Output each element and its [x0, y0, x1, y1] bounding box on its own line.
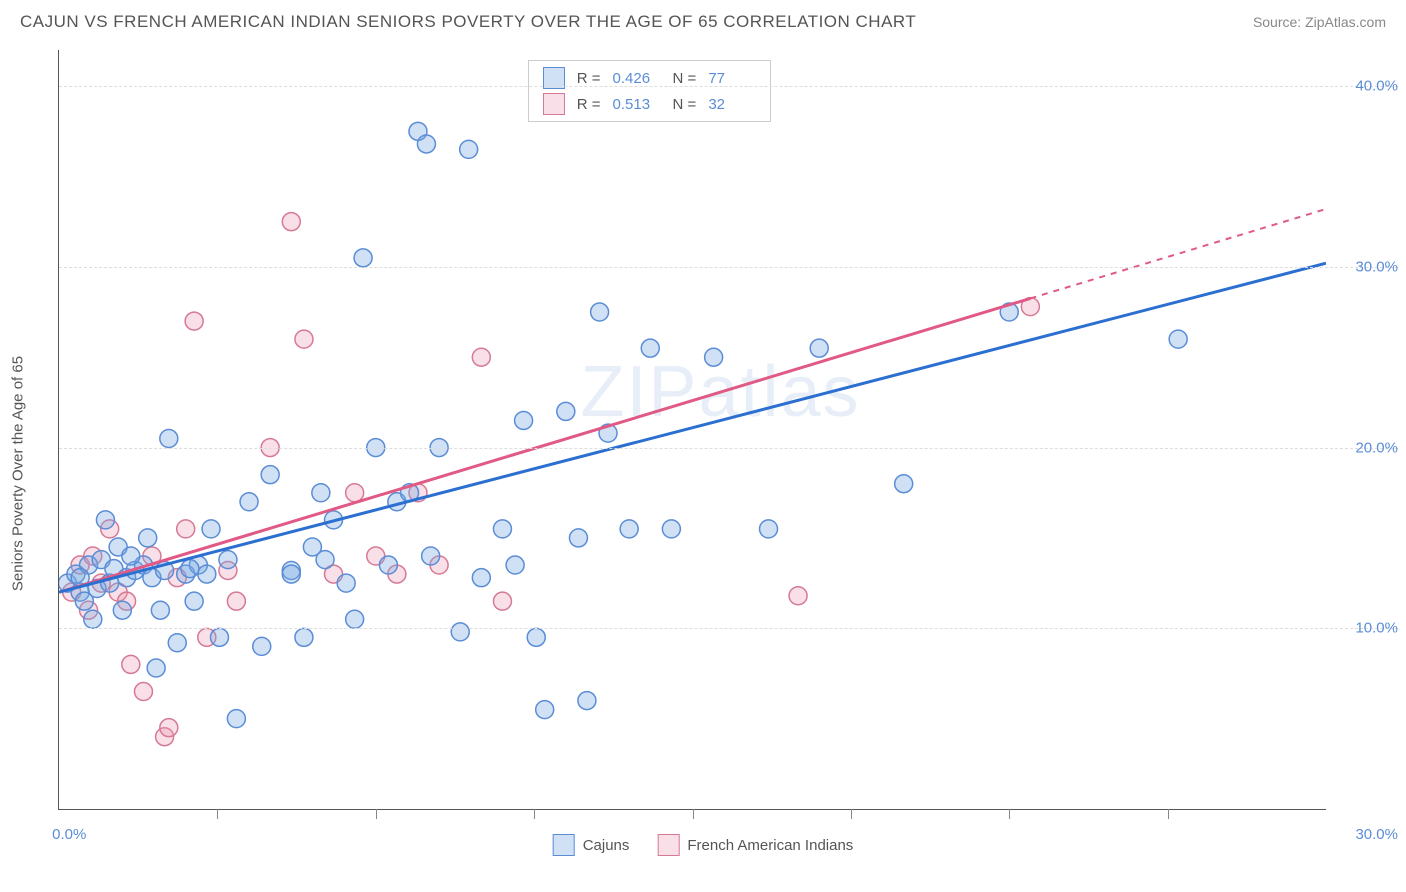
chart-source: Source: ZipAtlas.com	[1253, 14, 1386, 30]
y-tick-label: 10.0%	[1332, 620, 1398, 637]
r-value-cajuns: 0.426	[613, 70, 661, 87]
x-tick	[534, 809, 535, 819]
y-tick-label: 20.0%	[1332, 439, 1398, 456]
y-tick-label: 30.0%	[1332, 258, 1398, 275]
n-value-cajuns: 77	[708, 70, 756, 87]
scatter-svg	[59, 50, 1326, 809]
x-tick-label: 0.0%	[52, 826, 86, 843]
grid-line	[59, 628, 1398, 629]
bottom-legend: Cajuns French American Indians	[553, 834, 854, 856]
n-label: N =	[673, 96, 697, 113]
plot-area: ZIPatlas R = 0.426 N = 77 R = 0.513 N = …	[58, 50, 1326, 810]
x-tick	[1009, 809, 1010, 819]
stats-legend: R = 0.426 N = 77 R = 0.513 N = 32	[528, 60, 772, 122]
legend-label-french: French American Indians	[687, 837, 853, 854]
chart-title: CAJUN VS FRENCH AMERICAN INDIAN SENIORS …	[20, 12, 916, 32]
r-value-french: 0.513	[613, 96, 661, 113]
legend-label-cajuns: Cajuns	[583, 837, 630, 854]
x-tick	[217, 809, 218, 819]
x-tick	[851, 809, 852, 819]
legend-item-french: French American Indians	[657, 834, 853, 856]
swatch-cajuns	[553, 834, 575, 856]
x-tick	[1168, 809, 1169, 819]
y-tick-label: 40.0%	[1332, 78, 1398, 95]
x-tick	[693, 809, 694, 819]
x-tick	[376, 809, 377, 819]
stats-row-french: R = 0.513 N = 32	[543, 93, 757, 115]
x-tick-label: 30.0%	[1355, 826, 1398, 843]
grid-line	[59, 86, 1398, 87]
chart-container: Seniors Poverty Over the Age of 65 ZIPat…	[0, 40, 1406, 890]
swatch-french	[657, 834, 679, 856]
grid-line	[59, 448, 1398, 449]
r-label: R =	[577, 70, 601, 87]
n-label: N =	[673, 70, 697, 87]
grid-line	[59, 267, 1398, 268]
r-label: R =	[577, 96, 601, 113]
n-value-french: 32	[708, 96, 756, 113]
swatch-french	[543, 93, 565, 115]
y-axis-label: Seniors Poverty Over the Age of 65	[10, 356, 27, 591]
legend-item-cajuns: Cajuns	[553, 834, 630, 856]
